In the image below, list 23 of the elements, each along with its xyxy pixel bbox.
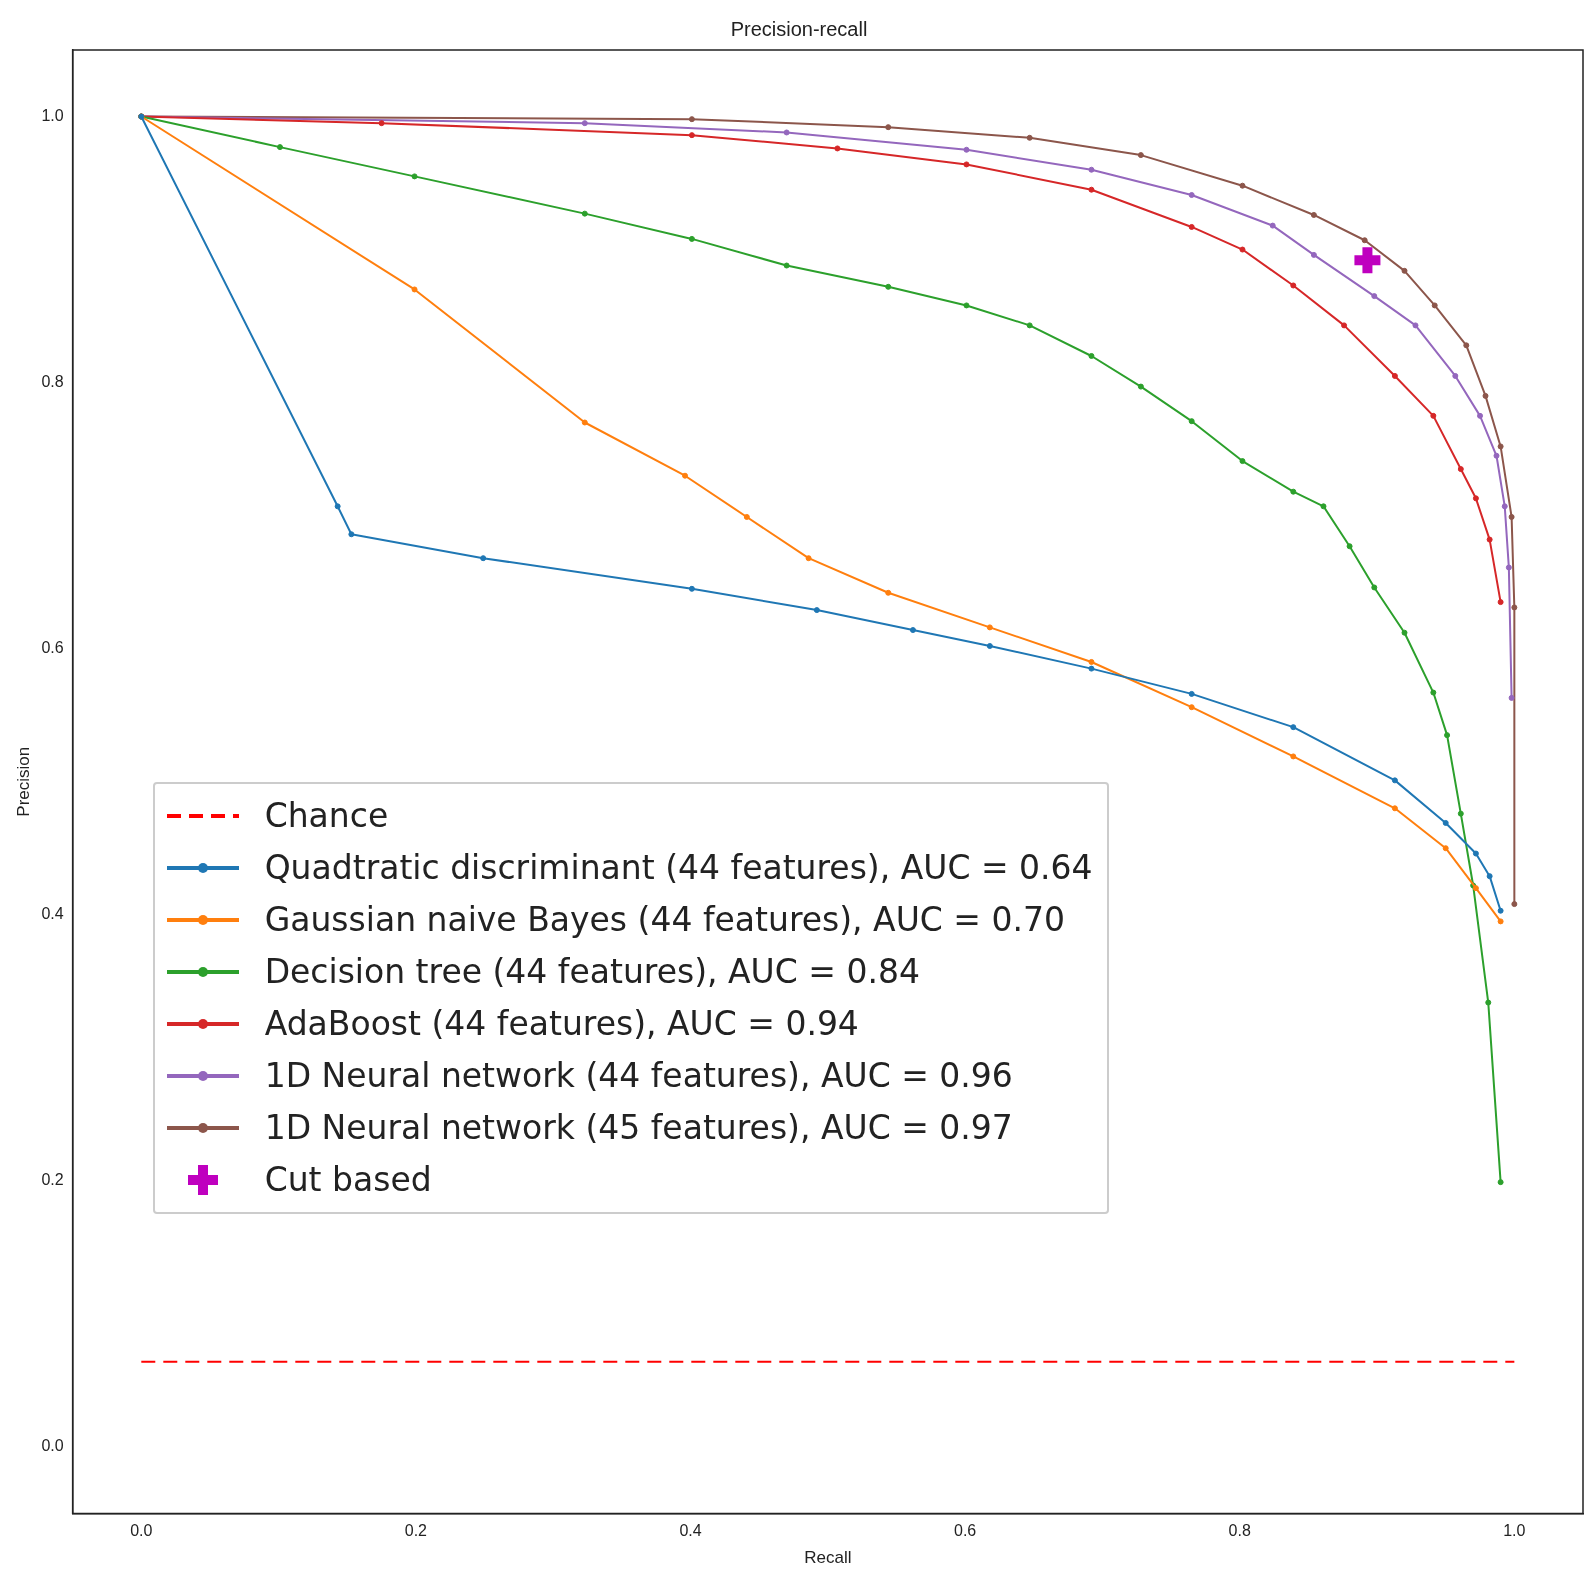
legend-label: Decision tree (44 features), AUC = 0.84 bbox=[264, 952, 920, 992]
y-axis-title: Precision bbox=[13, 746, 33, 817]
y-tick-label: 0.8 bbox=[41, 373, 64, 390]
x-axis-title: Recall bbox=[804, 1548, 852, 1568]
y-tick-label: 0.4 bbox=[41, 905, 64, 923]
x-tick-label: 0.8 bbox=[1228, 1522, 1251, 1540]
x-tick-label: 1.0 bbox=[1503, 1522, 1526, 1540]
legend-label: AdaBoost (44 features), AUC = 0.94 bbox=[264, 1004, 859, 1044]
y-tick-label: 1.0 bbox=[41, 106, 64, 124]
y-tick-label: 0.2 bbox=[41, 1171, 64, 1189]
chart-title: Precision-recall bbox=[730, 17, 868, 40]
legend-label: Chance bbox=[264, 796, 389, 836]
x-tick-label: 0.0 bbox=[130, 1522, 153, 1540]
legend-label: Gaussian naive Bayes (44 features), AUC = 0.70 bbox=[264, 900, 1065, 940]
legend-label: Cut based bbox=[264, 1160, 432, 1200]
x-tick-label: 0.6 bbox=[954, 1522, 977, 1540]
legend-label: Quadtratic discriminant (44 features), AUC = 0.64 bbox=[264, 848, 1093, 888]
legend-label: 1D Neural network (44 features), AUC = 0.96 bbox=[264, 1056, 1013, 1096]
legend-label: 1D Neural network (45 features), AUC = 0.97 bbox=[264, 1108, 1013, 1148]
x-tick-label: 0.4 bbox=[679, 1522, 702, 1540]
y-tick-label: 0.6 bbox=[41, 639, 64, 657]
y-tick-label: 0.0 bbox=[41, 1437, 64, 1455]
x-tick-label: 0.2 bbox=[404, 1522, 428, 1540]
